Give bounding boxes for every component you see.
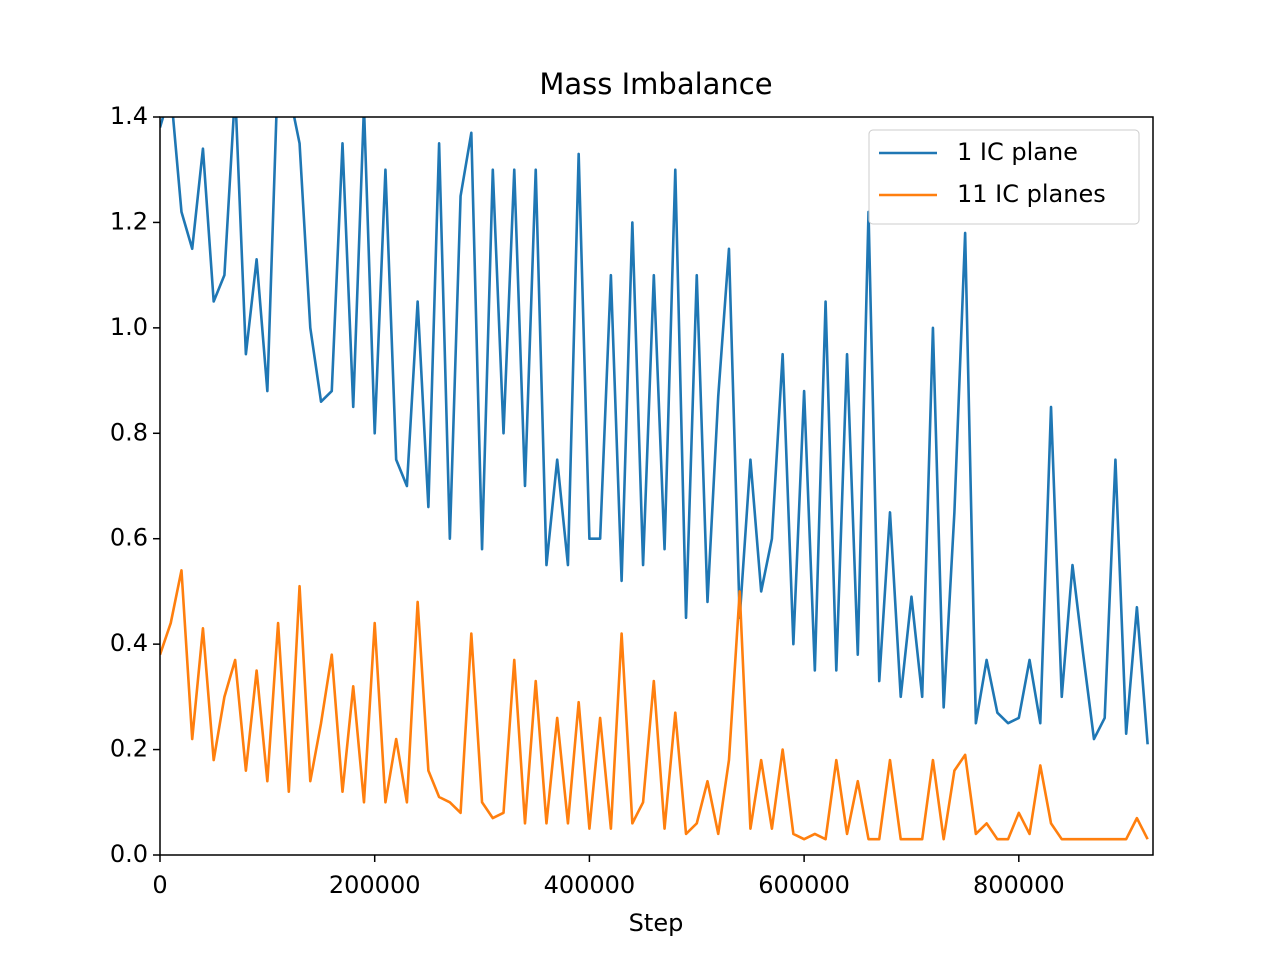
y-tick-label: 0.8 — [110, 418, 148, 446]
y-tick-label: 0.6 — [110, 524, 148, 552]
x-axis-label: Step — [629, 909, 684, 937]
x-tick-label: 800000 — [973, 871, 1065, 899]
plot-area — [160, 117, 1149, 841]
y-tick-label: 1.4 — [110, 102, 148, 130]
axes-frame — [159, 116, 1154, 856]
legend-label: 11 IC planes — [957, 180, 1106, 208]
legend-label: 1 IC plane — [957, 138, 1078, 166]
x-tick-label: 400000 — [544, 871, 636, 899]
x-tick-label: 600000 — [758, 871, 850, 899]
x-tick-label: 0 — [152, 871, 167, 899]
data-line — [160, 569, 1149, 841]
y-tick-label: 1.2 — [110, 207, 148, 235]
y-tick-label: 0.4 — [110, 629, 148, 657]
chart-title: Mass Imbalance — [539, 67, 772, 101]
y-tick-label: 0.2 — [110, 735, 148, 763]
y-tick-label: 1.0 — [110, 313, 148, 341]
data-line — [160, 117, 1149, 745]
y-tick-label: 0.0 — [110, 840, 148, 868]
x-tick-label: 200000 — [329, 871, 421, 899]
